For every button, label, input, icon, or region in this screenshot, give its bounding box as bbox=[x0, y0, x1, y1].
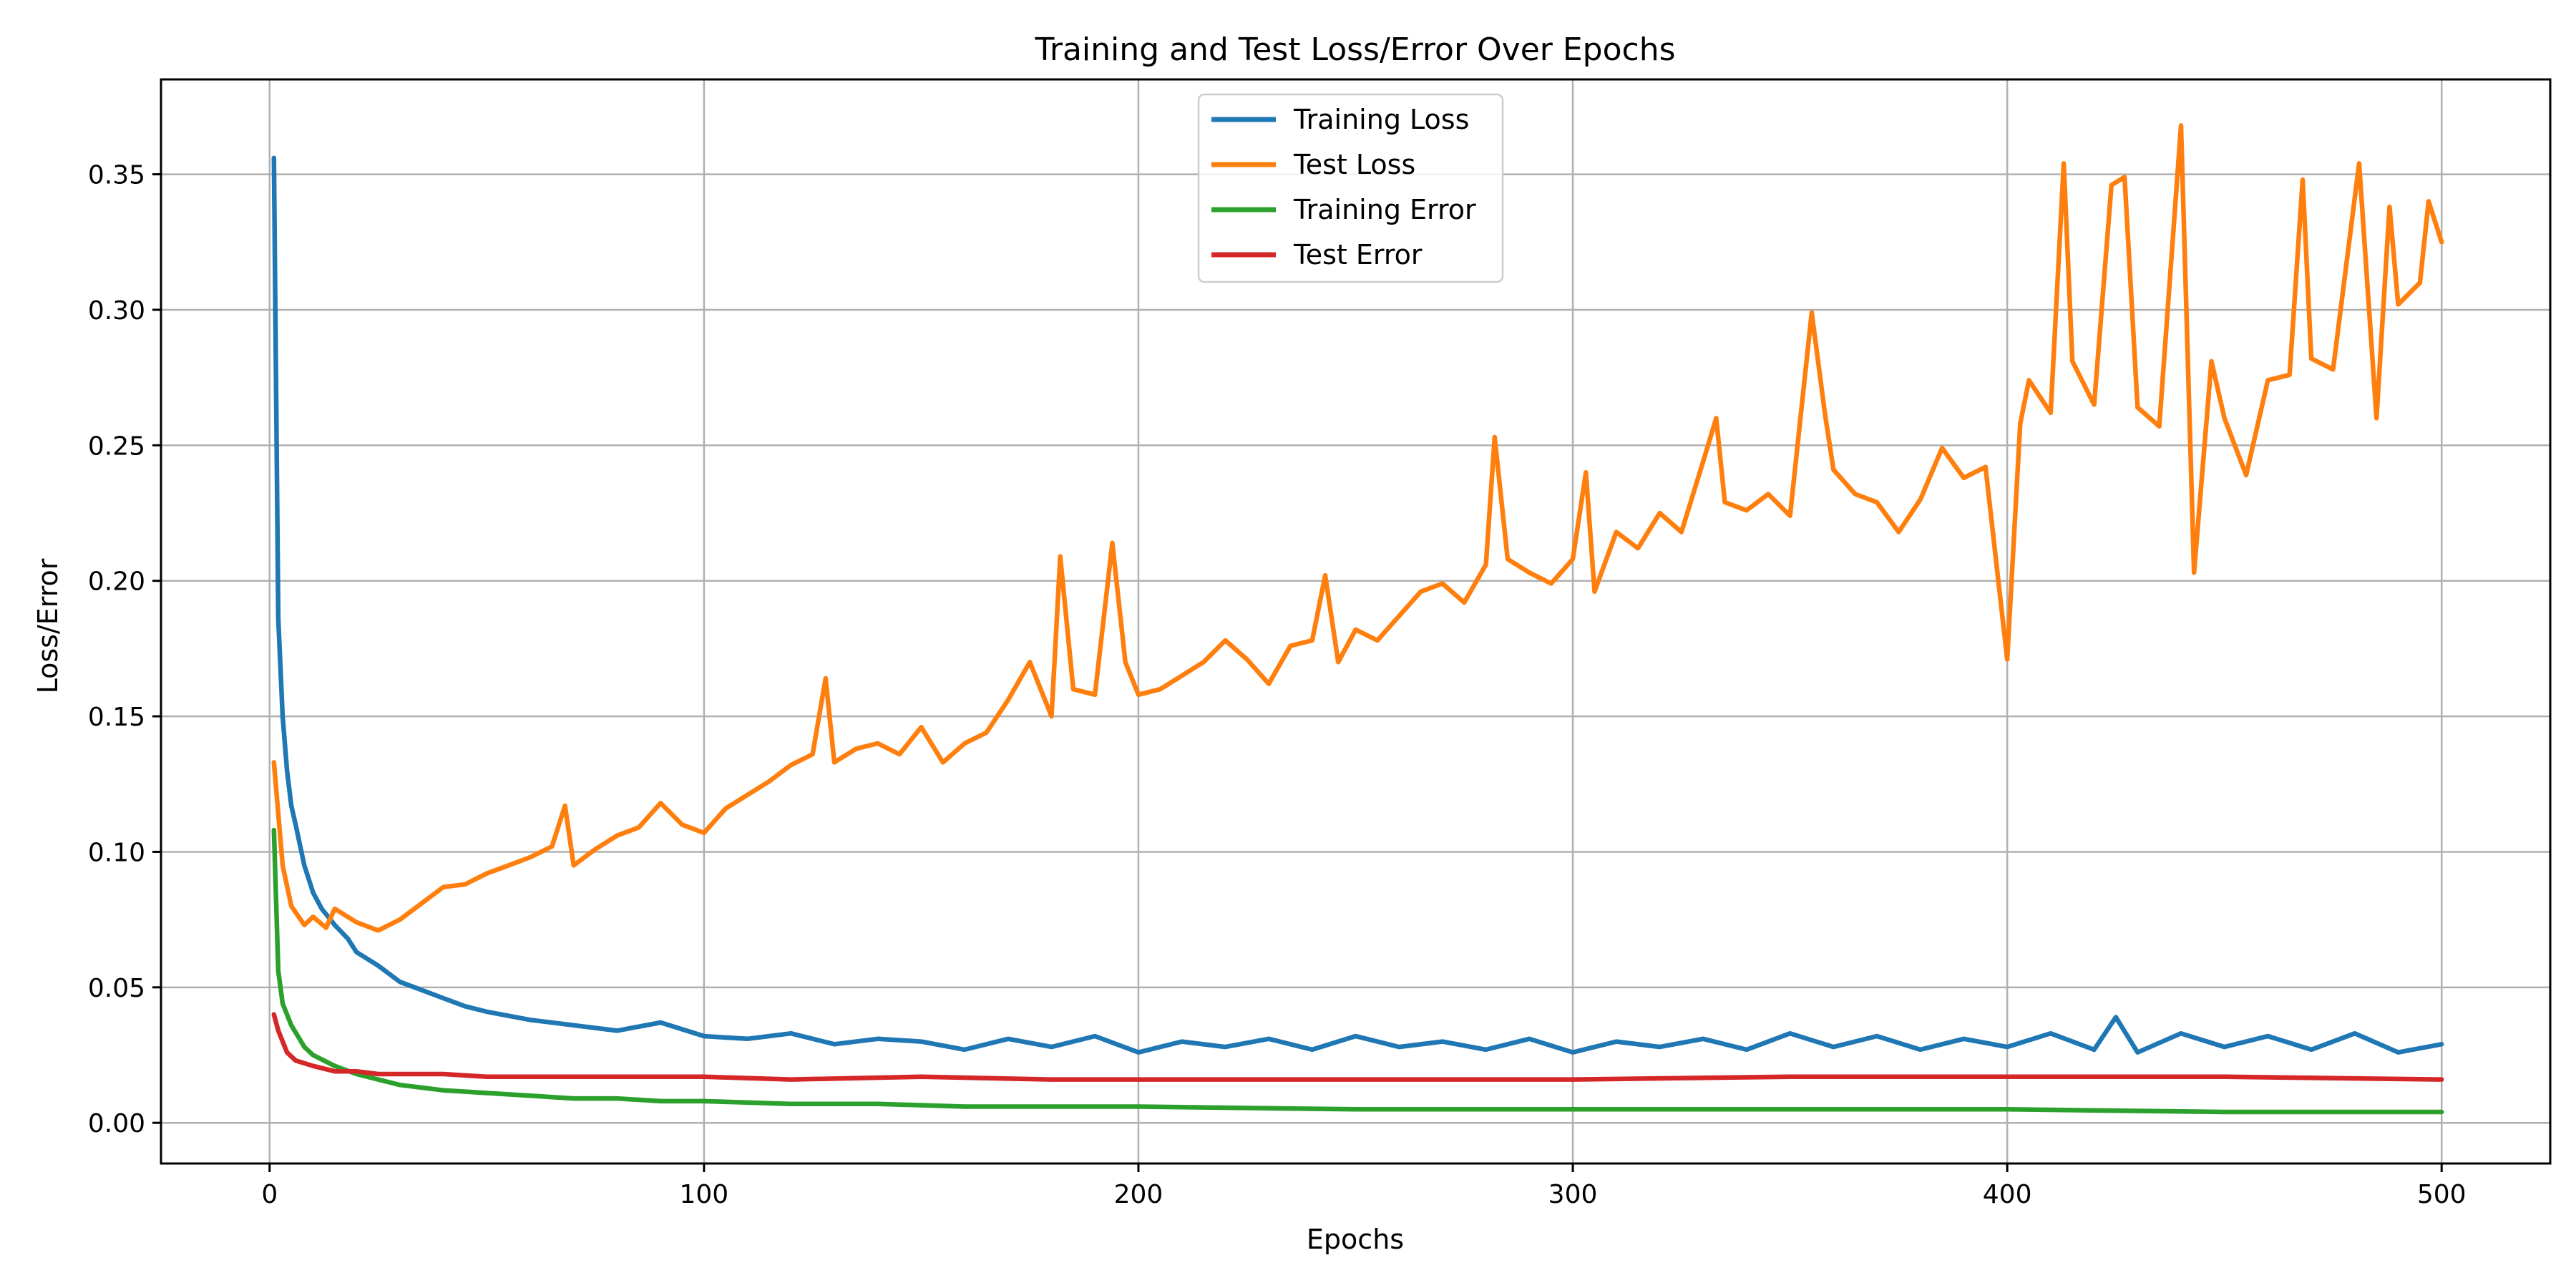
training-loss-line bbox=[271, 155, 2444, 1055]
y-tick-label: 0.10 bbox=[88, 838, 145, 867]
x-tick-label: 500 bbox=[2417, 1180, 2467, 1209]
plot-frame bbox=[160, 78, 2552, 1165]
series-layer bbox=[271, 123, 2444, 1115]
tick-layer: 0 100 200 300 400 500 0.00 0.05 0.10 0.15 0.20 0.25… bbox=[88, 161, 2467, 1209]
test-loss-line bbox=[271, 123, 2444, 933]
x-axis-label: Epochs bbox=[1307, 1224, 1404, 1255]
y-tick-label: 0.30 bbox=[88, 296, 145, 326]
training-error-legend-label: Training Error bbox=[1293, 194, 1476, 225]
legend: Training Loss Test Loss Training Error Test… bbox=[1197, 93, 1504, 283]
y-tick-label: 0.20 bbox=[88, 567, 145, 597]
chart-title: Training and Test Loss/Error Over Epochs bbox=[1034, 31, 1675, 68]
y-tick-label: 0.35 bbox=[88, 161, 145, 190]
y-axis-label: Loss/Error bbox=[32, 558, 64, 693]
x-tick-label: 100 bbox=[680, 1180, 729, 1209]
training-error-line bbox=[271, 827, 2444, 1115]
test-loss-legend-label: Test Loss bbox=[1293, 149, 1415, 180]
y-tick-label: 0.00 bbox=[88, 1109, 145, 1138]
training-loss-legend-label: Training Loss bbox=[1293, 104, 1469, 135]
x-tick-label: 200 bbox=[1114, 1180, 1163, 1209]
x-tick-label: 300 bbox=[1548, 1180, 1598, 1209]
y-tick-label: 0.25 bbox=[88, 431, 145, 461]
x-tick-label: 0 bbox=[261, 1180, 278, 1209]
legend-box bbox=[1197, 93, 1504, 283]
y-tick-label: 0.05 bbox=[88, 974, 145, 1003]
test-error-legend-label: Test Error bbox=[1293, 239, 1423, 270]
y-tick-label: 0.15 bbox=[88, 703, 145, 732]
x-tick-label: 400 bbox=[1983, 1180, 2032, 1209]
test-error-line bbox=[271, 1012, 2444, 1082]
